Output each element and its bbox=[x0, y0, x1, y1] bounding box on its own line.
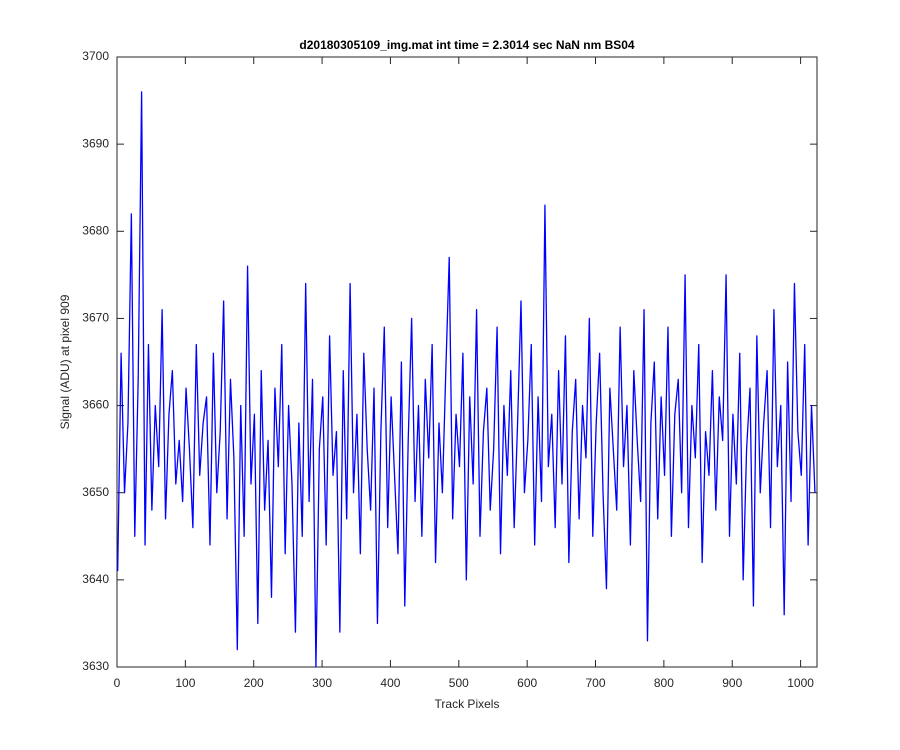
x-tick-label: 1000 bbox=[787, 676, 814, 690]
x-tick-label: 600 bbox=[517, 676, 537, 690]
x-tick-label: 200 bbox=[244, 676, 264, 690]
y-tick-label: 3680 bbox=[82, 223, 109, 237]
y-tick-label: 3650 bbox=[82, 485, 109, 499]
x-tick-label: 0 bbox=[114, 676, 121, 690]
x-tick-label: 300 bbox=[312, 676, 332, 690]
x-tick-label: 800 bbox=[654, 676, 674, 690]
x-axis-label: Track Pixels bbox=[435, 697, 500, 711]
y-tick-label: 3660 bbox=[82, 398, 109, 412]
y-axis-label: Signal (ADU) at pixel 909 bbox=[58, 294, 72, 429]
chart-title: d20180305109_img.mat int time = 2.3014 s… bbox=[299, 38, 635, 52]
x-tick-label: 400 bbox=[380, 676, 400, 690]
data-line bbox=[117, 91, 816, 668]
y-tick-label: 3670 bbox=[82, 311, 109, 325]
y-tick-label: 3690 bbox=[82, 136, 109, 150]
x-tick-label: 700 bbox=[586, 676, 606, 690]
x-tick-label: 900 bbox=[722, 676, 742, 690]
x-tick-label: 100 bbox=[175, 676, 195, 690]
y-tick-label: 3630 bbox=[82, 659, 109, 673]
y-tick-label: 3700 bbox=[82, 49, 109, 63]
x-tick-label: 500 bbox=[449, 676, 469, 690]
y-tick-label: 3640 bbox=[82, 572, 109, 586]
